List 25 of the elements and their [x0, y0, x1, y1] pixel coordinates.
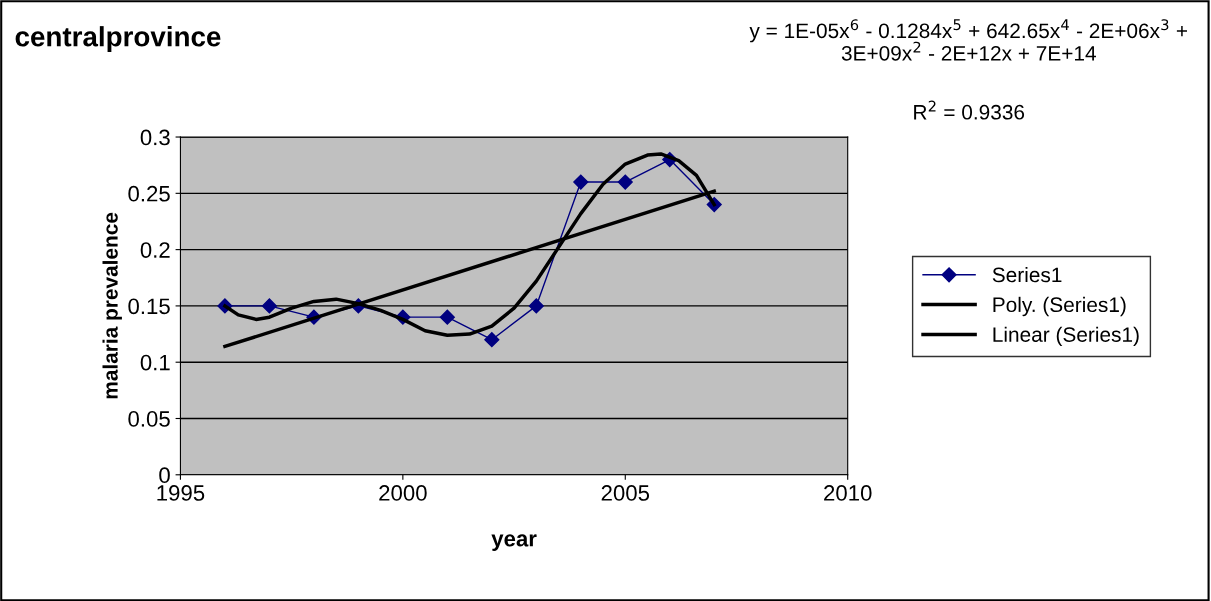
x-axis-title: year [491, 534, 537, 551]
legend-label: Series1 [992, 266, 1062, 283]
point [617, 174, 633, 190]
point [573, 174, 589, 190]
x-tick-label: 2000 [379, 485, 427, 501]
y-tick-label: 0.25 [128, 185, 170, 202]
y-tick-label: 0 [159, 467, 170, 484]
y-tick-label: 0.3 [140, 129, 170, 146]
x-tick-label: 2005 [601, 485, 650, 501]
x-tick-label: 1995 [157, 485, 205, 501]
legend-label: Poly. (Series1) [993, 296, 1126, 317]
point [484, 332, 500, 348]
legend-label: Linear (Series1) [993, 326, 1139, 347]
y-axis-title: malaria prevalence [102, 212, 122, 399]
text: R$^{2}$ = 0.9336 [914, 100, 1025, 120]
y-tick-label: 0.05 [128, 411, 170, 427]
chart-title: centralprovince [15, 26, 221, 53]
y-tick-label: 0.1 [140, 354, 170, 371]
point [261, 298, 277, 314]
y-tick-label: 0.2 [140, 242, 170, 258]
text: y = 1E-05x$^{6}$ - 0.1284x$^{5}$ + 642.65x$^{4}$ - 2E+06x$^{3}$ + 3E+09x$^{2}$ - 2E+12x + 7E+14 [749, 19, 1187, 61]
point [528, 298, 544, 314]
point [439, 309, 455, 325]
x-tick-label: 2010 [824, 485, 872, 501]
y-tick-label: 0.15 [128, 298, 170, 315]
